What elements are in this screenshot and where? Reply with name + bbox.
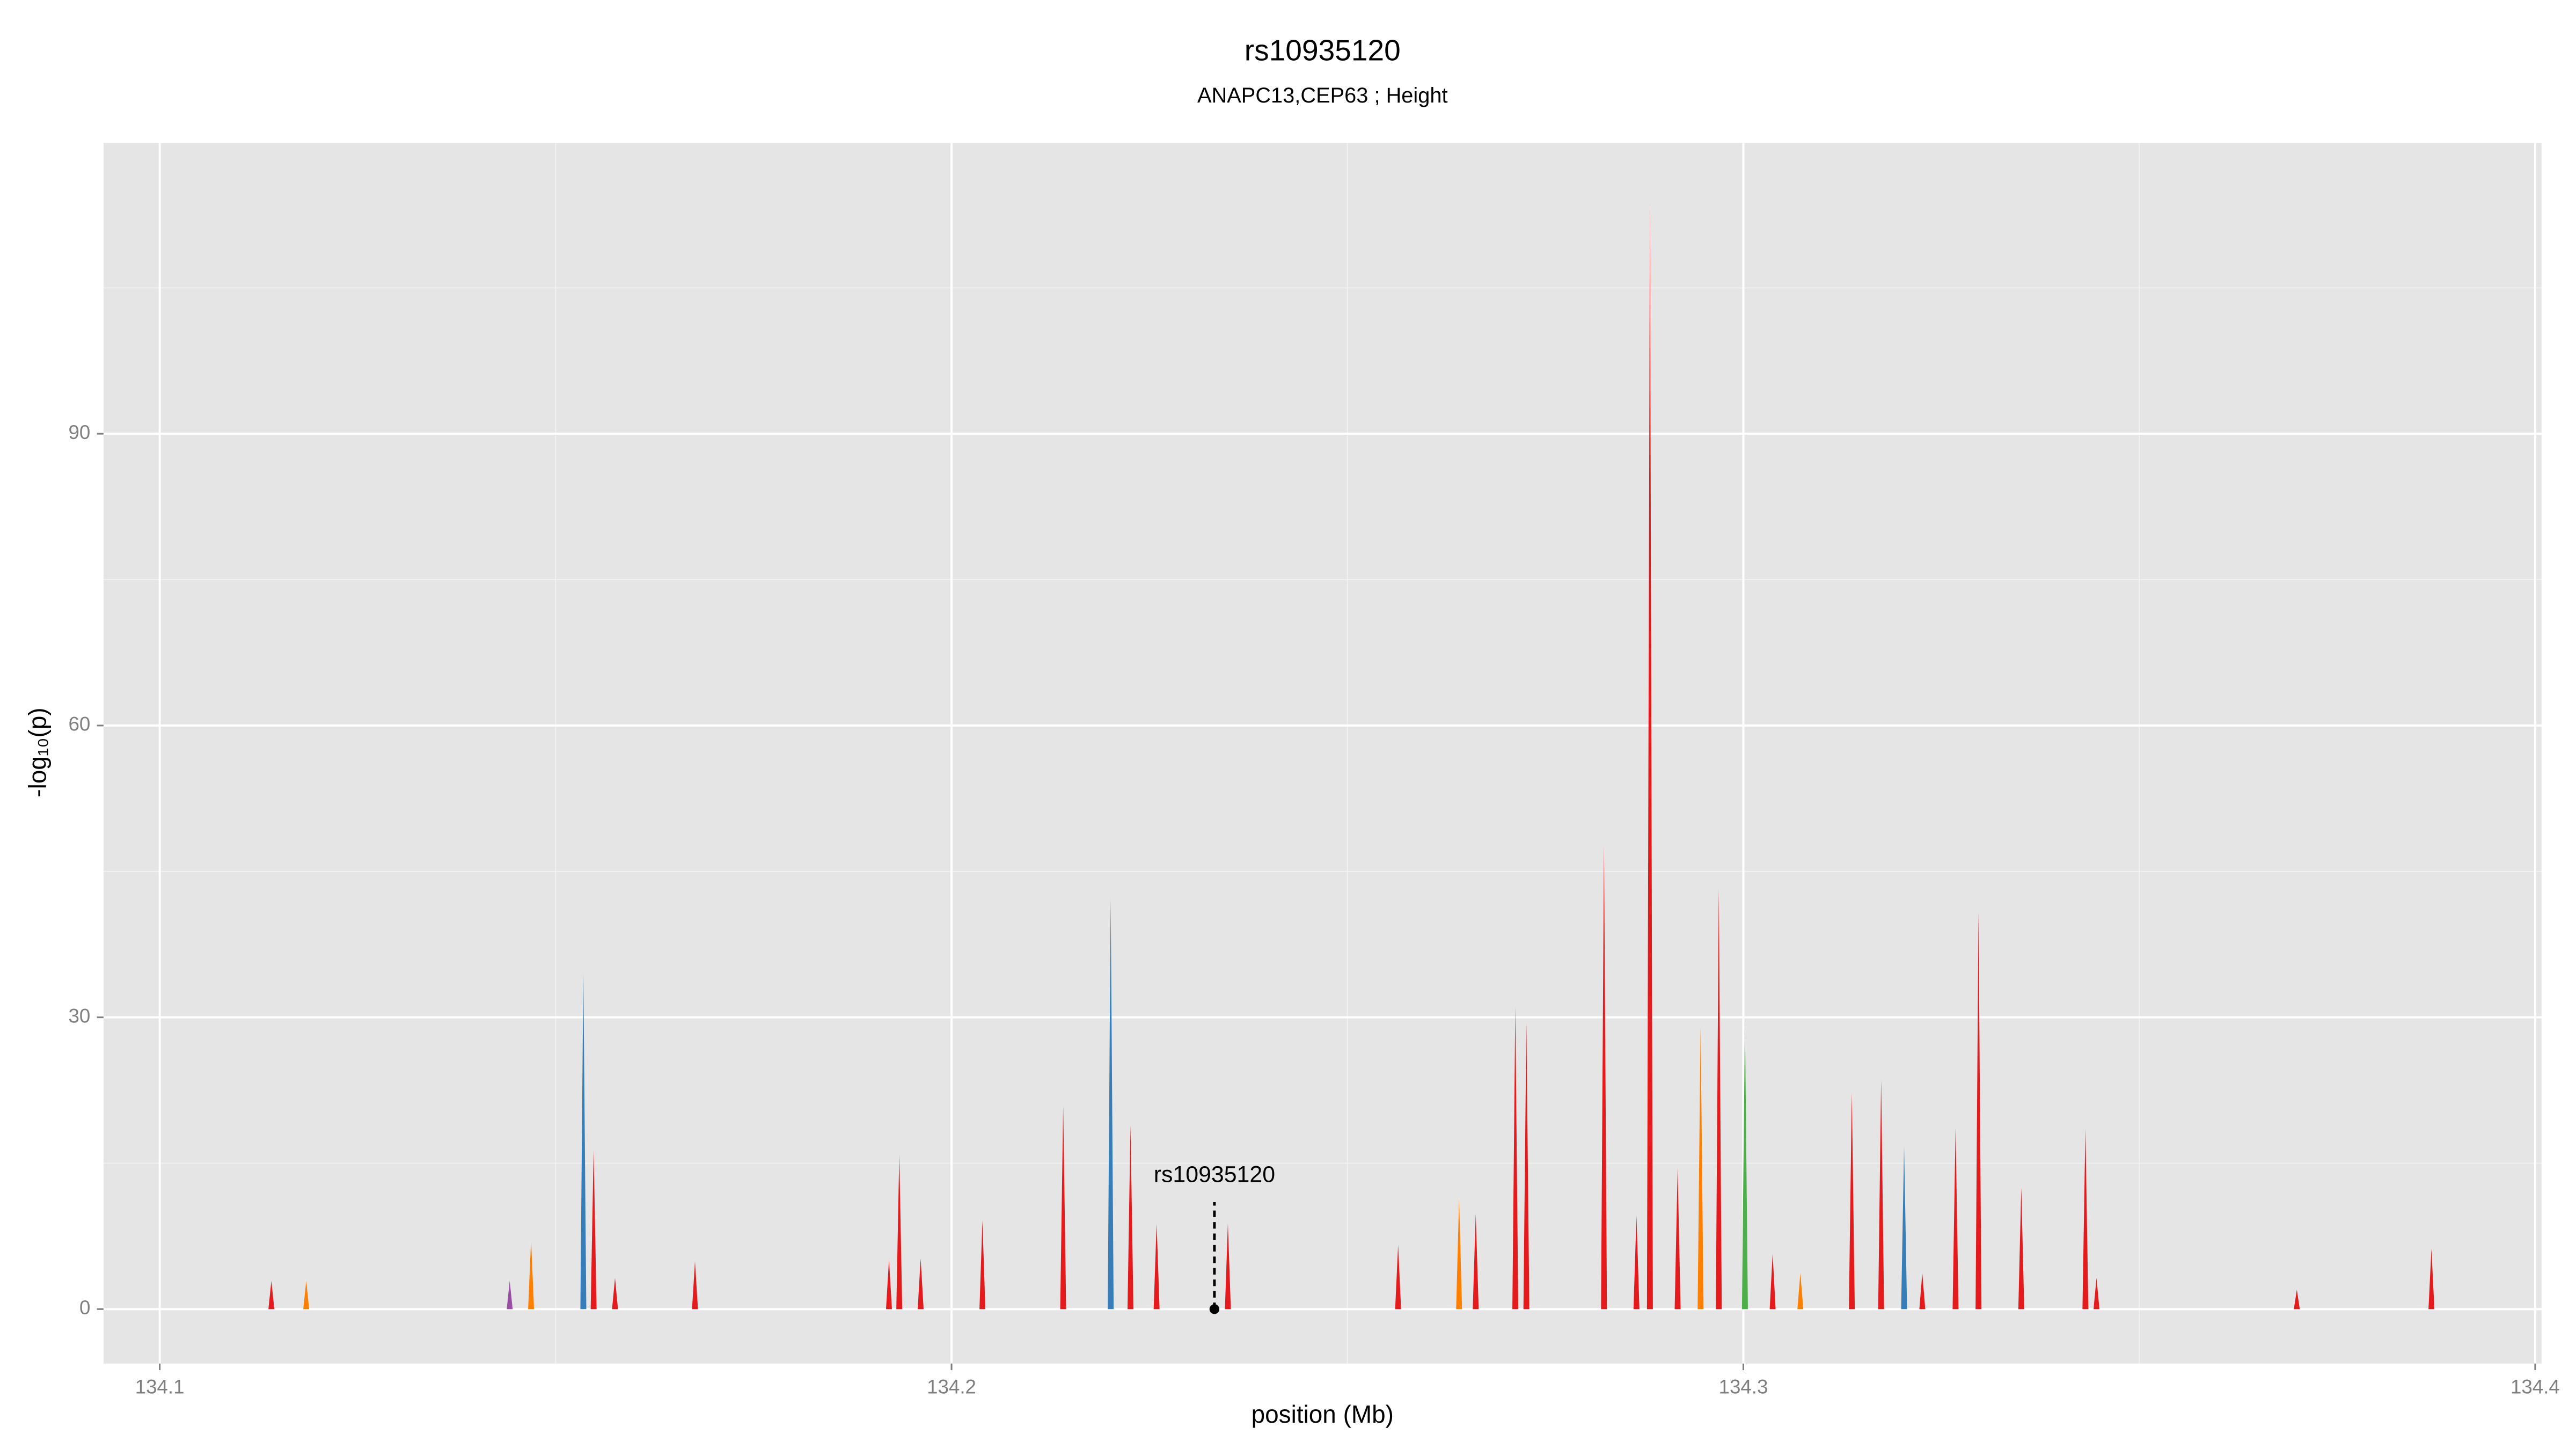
x-tick-label: 134.3 [1719,1375,1768,1397]
y-tick-label: 0 [79,1297,90,1319]
spike [1456,1199,1462,1309]
spike [1060,1106,1066,1309]
spike [2294,1290,2300,1309]
spike [917,1258,924,1309]
annotation-point [1209,1304,1220,1314]
spike [528,1240,535,1309]
spike [1127,1125,1134,1309]
spike [268,1280,275,1309]
y-axis-title: -log₁₀(p) [24,707,52,797]
x-tick-label: 134.4 [2511,1375,2560,1397]
spike [1601,844,1607,1309]
spike [1849,1092,1855,1309]
spike [612,1278,618,1309]
spike [1153,1223,1160,1309]
spike [1878,1079,1884,1309]
spike [590,1150,597,1309]
spike [1716,889,1722,1309]
spike [1697,1027,1704,1309]
spike [1797,1273,1804,1309]
spike [2428,1248,2435,1309]
spike [1674,1168,1681,1309]
spike [1473,1213,1479,1309]
spike [1901,1146,1907,1309]
spike [1225,1223,1231,1309]
spike [2018,1187,2024,1309]
x-tick-label: 134.2 [927,1375,976,1397]
spike [1919,1273,1926,1309]
x-axis-title: position (Mb) [1252,1400,1394,1428]
y-tick-label: 30 [69,1005,91,1027]
spike [692,1261,698,1309]
spike [1512,1006,1519,1309]
spike [507,1280,513,1309]
spike [1523,1023,1529,1309]
chart-subtitle: ANAPC13,CEP63 ; Height [1197,84,1448,107]
spike [2082,1128,2089,1309]
spike [1633,1216,1640,1309]
plot-background [103,143,2542,1364]
chart-title: rs10935120 [1245,34,1401,67]
spike [1395,1245,1401,1309]
spike [1646,200,1653,1309]
spike [1769,1254,1776,1309]
spike [896,1154,903,1309]
y-tick-label: 90 [69,421,91,443]
spike [1975,911,1982,1309]
spike [979,1220,986,1309]
spike [1108,898,1114,1309]
spike [580,972,587,1309]
spike [1952,1128,1959,1309]
spike [885,1259,892,1309]
y-tick-label: 60 [69,713,91,735]
annotation-label: rs10935120 [1154,1161,1275,1187]
spike [1741,1018,1748,1309]
spike [303,1280,310,1309]
spike [2094,1278,2100,1309]
x-tick-label: 134.1 [135,1375,185,1397]
